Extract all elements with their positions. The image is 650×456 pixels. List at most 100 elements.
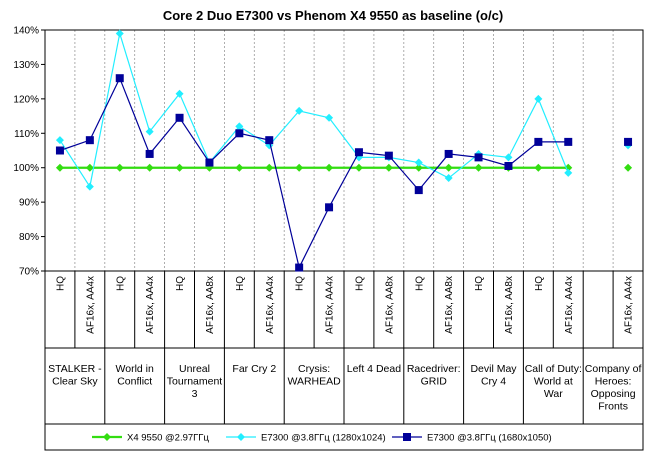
data-point (474, 163, 483, 172)
data-point (295, 163, 304, 172)
game-label: Left 4 Dead (347, 363, 401, 375)
data-point (145, 149, 154, 158)
legend: X4 9550 @2.97ГГц E7300 @3.8ГГц (1280x1024… (44, 423, 644, 451)
legend-marker (103, 433, 111, 441)
data-point (354, 163, 363, 172)
data-point (564, 168, 573, 177)
chart-title: Core 2 Duo E7300 vs Phenom X4 9550 as ba… (163, 8, 503, 23)
data-point (624, 137, 633, 146)
setting-label: AF16x, AA4x (624, 276, 635, 334)
data-point (55, 146, 64, 155)
setting-label: AF16x, AA4x (564, 276, 575, 334)
y-tick-label: 70% (19, 267, 39, 278)
data-point (295, 263, 304, 272)
data-point (444, 149, 453, 158)
game-label: Company of Heroes: Opposing Fronts (585, 363, 642, 413)
setting-label: AF16x, AA8x (205, 276, 216, 334)
game-label-line: WARHEAD (287, 376, 341, 388)
game-label-line: Company of (585, 363, 642, 375)
data-point (624, 163, 633, 172)
legend-label: X4 9550 @2.97ГГц (127, 433, 209, 444)
game-label: Unreal Tournament 3 (167, 363, 223, 400)
y-tick-label: 80% (19, 232, 39, 243)
setting-label: AF16x, AA8x (444, 276, 455, 334)
data-point (85, 182, 94, 191)
game-label: Racedriver: GRID (407, 363, 461, 388)
category-labels: HQ AF16x, AA4x HQ AF16x, AA4x HQ AF16x, AA8x H… (48, 276, 641, 413)
data-point (265, 163, 274, 172)
data-point (175, 89, 184, 98)
game-label-line: Clear Sky (52, 376, 98, 388)
series-line (59, 33, 569, 189)
legend-label: E7300 @3.8ГГц (1280x1024) (261, 433, 386, 444)
game-label-line: Heroes: (595, 376, 632, 388)
legend-marker (403, 433, 411, 441)
data-point (325, 163, 334, 172)
data-point (205, 158, 214, 167)
game-label: Far Cry 2 (232, 363, 276, 375)
data-point (115, 74, 124, 83)
setting-label: AF16x, AA4x (85, 276, 96, 334)
game-label-line: War (544, 388, 563, 400)
data-point (235, 129, 244, 138)
setting-label: HQ (175, 276, 186, 291)
data-point (325, 113, 334, 122)
y-tick-label: 140% (13, 26, 39, 37)
data-point (145, 127, 154, 136)
data-point (85, 136, 94, 145)
setting-label: HQ (534, 276, 545, 291)
legend-label: E7300 @3.8ГГц (1680x1050) (427, 433, 552, 444)
data-point (414, 158, 423, 167)
data-point (265, 136, 274, 145)
setting-label: HQ (474, 276, 485, 291)
series-layer (55, 29, 633, 272)
data-point (295, 106, 304, 115)
data-point (235, 122, 244, 131)
game-label-line: World at (534, 376, 573, 388)
y-tick-label: 90% (19, 198, 39, 209)
series-1 (55, 163, 633, 172)
y-tick-label: 120% (13, 94, 39, 105)
data-point (534, 137, 543, 146)
data-point (55, 136, 64, 145)
setting-label: HQ (414, 276, 425, 291)
setting-label: AF16x, AA8x (504, 276, 515, 334)
game-label-line: Opposing (591, 388, 636, 400)
data-point (354, 148, 363, 157)
setting-label: HQ (354, 276, 365, 291)
game-label-line: World in (116, 363, 154, 375)
data-point (564, 163, 573, 172)
data-point (384, 151, 393, 160)
setting-label: AF16x, AA4x (265, 276, 276, 334)
game-label: Devil May Cry 4 (470, 363, 517, 388)
y-tick-label: 130% (13, 60, 39, 71)
setting-label: AF16x, AA4x (325, 276, 336, 334)
data-point (115, 163, 124, 172)
setting-label: AF16x, AA4x (145, 276, 156, 334)
game-label: STALKER -Clear Sky (48, 363, 102, 388)
data-point (115, 29, 124, 38)
y-tick-label: 110% (14, 129, 39, 140)
setting-label: HQ (235, 276, 246, 291)
game-label-line: Cry 4 (481, 376, 506, 388)
data-point (55, 163, 64, 172)
legend-box (44, 423, 644, 451)
data-point (534, 163, 543, 172)
data-point (534, 94, 543, 103)
axes-layer: 70% 80% 90% 100% 110% 120% 130% 140% (13, 26, 644, 424)
y-tick-label: 100% (13, 163, 39, 174)
game-label-line: Fronts (598, 401, 628, 413)
setting-label: AF16x, AA8x (384, 276, 395, 334)
game-label-line: Left 4 Dead (347, 363, 401, 375)
data-point (325, 203, 334, 212)
grid-layer (74, 30, 614, 271)
data-point (175, 163, 184, 172)
game-label: World in Conflict (116, 363, 154, 388)
legend-marker (237, 433, 245, 441)
setting-label: HQ (295, 276, 306, 291)
data-point (175, 113, 184, 122)
game-label-line: STALKER - (48, 363, 102, 375)
series-3 (55, 74, 633, 272)
game-label-line: GRID (421, 376, 448, 388)
